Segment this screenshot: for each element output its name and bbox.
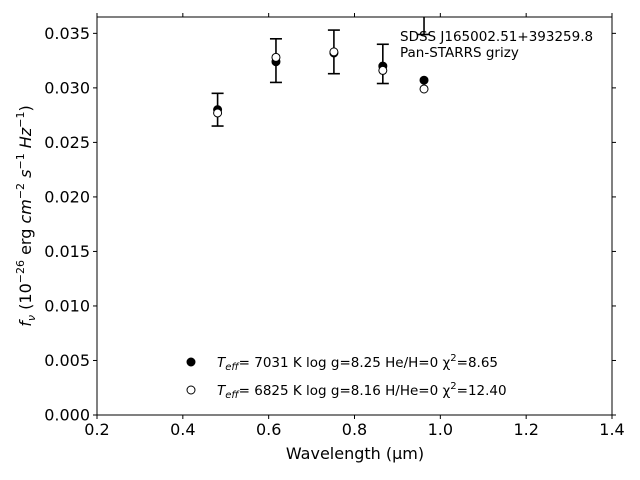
x-axis-label: Wavelength (μm) [286, 444, 424, 463]
model-point-filled [419, 75, 429, 85]
y-tick-label: 0.035 [44, 24, 90, 43]
legend-marker [186, 385, 196, 395]
x-tick-label: 0.2 [84, 420, 109, 439]
model-point-open [329, 47, 339, 57]
model-point-open [419, 84, 429, 94]
y-tick-label: 0.005 [44, 351, 90, 370]
tick-label-group: 0.2 0.4 0.6 0.8 1.0 1.2 1.4 0.000 0.005 0.010 0.01… [44, 24, 625, 439]
legend: Teff= 7031 K log g=8.25 He/H=0 χ2=8.65 Te… [186, 353, 507, 401]
y-tick-label: 0.015 [44, 242, 90, 261]
data-marker-group [211, 17, 431, 127]
model-point-open [271, 52, 281, 62]
y-tick-label: 0.030 [44, 78, 90, 97]
plot-frame [96, 16, 613, 416]
annotation-line-1: SDSS J165002.51+393259.8 [400, 29, 593, 45]
x-tick-label: 0.4 [170, 420, 195, 439]
legend-marker [186, 357, 196, 367]
y-axis-label-group: fν (10−26 erg cm−2 s−1 Hz−1) [14, 105, 38, 326]
model-point-open [378, 65, 388, 75]
legend-entry: Teff= 7031 K log g=8.25 He/H=0 χ2=8.65 [217, 353, 498, 373]
legend-entry: Teff= 6825 K log g=8.16 H/He=0 χ2=12.40 [217, 381, 507, 401]
y-tick-label: 0.020 [44, 187, 90, 206]
x-tick-label: 1.2 [513, 420, 538, 439]
x-tick-label: 0.6 [256, 420, 281, 439]
model-point-open [213, 108, 223, 118]
y-tick-label: 0.025 [44, 133, 90, 152]
y-tick-label: 0.000 [44, 406, 90, 425]
x-tick-label: 0.8 [342, 420, 367, 439]
y-tick-label: 0.010 [44, 296, 90, 315]
x-tick-label: 1.0 [428, 420, 453, 439]
x-tick-label: 1.4 [599, 420, 624, 439]
tick-group [93, 13, 616, 419]
y-axis-label: fν (10−26 erg cm−2 s−1 Hz−1) [14, 105, 38, 326]
annotation-line-2: Pan-STARRS grizy [400, 45, 519, 61]
